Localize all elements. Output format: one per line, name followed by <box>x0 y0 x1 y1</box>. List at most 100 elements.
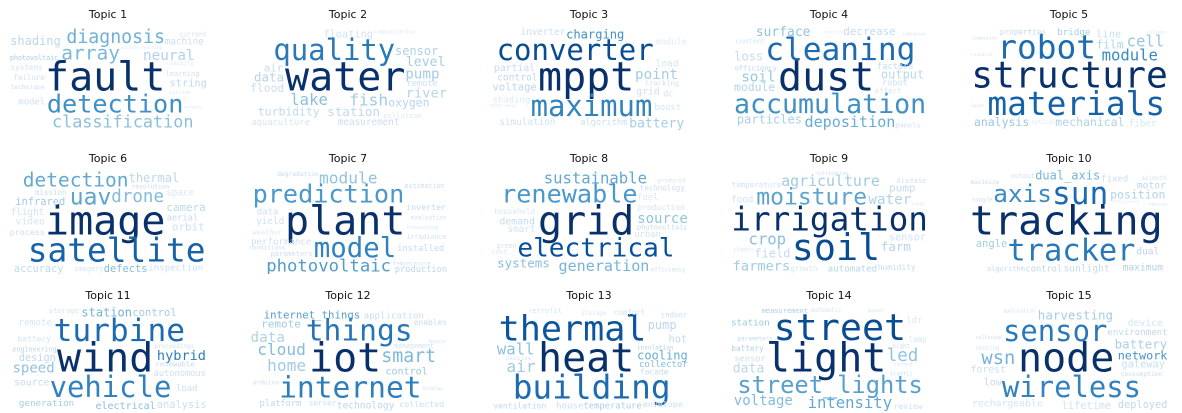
word-application: application <box>364 311 424 321</box>
word-review: review <box>894 402 923 411</box>
word-iot: iot <box>309 336 381 382</box>
word-cloud: node sensor wireless network wsn harvesting ba… <box>969 307 1169 411</box>
word-data: data <box>254 70 284 85</box>
word-smart: smart <box>381 346 436 367</box>
word-image: image <box>45 199 165 245</box>
word-simulation: simulation <box>499 117 555 128</box>
word-cell: cell <box>1127 33 1165 51</box>
word-shading: shading <box>10 34 61 48</box>
word-model: model <box>314 233 396 264</box>
word-photovoltaic: photovoltaic <box>637 223 688 231</box>
panel-title: Topic 8 <box>569 152 609 165</box>
word-technology: technology <box>640 184 686 193</box>
word-prediction: prediction <box>253 180 405 209</box>
word-temperature: temperature <box>732 181 782 190</box>
word-urban: urban <box>634 230 661 240</box>
word-technology: technology <box>337 401 395 411</box>
word-failure: failure <box>13 73 45 82</box>
word-communication: communication <box>373 30 415 36</box>
word-systems: systems <box>10 63 42 72</box>
topic-panel: Topic 3 mppt converter maximum charging point… <box>489 8 689 132</box>
word-azimuth: azimuth <box>1141 175 1167 182</box>
word-single: single <box>972 197 993 203</box>
word-rechargeable: rechargeable <box>972 398 1043 409</box>
word-converter: converter <box>497 33 654 67</box>
panel-title: Topic 3 <box>569 8 609 21</box>
word-fish: fish <box>349 90 388 109</box>
word-oxygen: oxygen <box>388 96 429 110</box>
word-mission: mission <box>35 188 67 197</box>
word-level: level <box>912 202 926 208</box>
word-deployed: deployed <box>1118 399 1168 411</box>
word-tracking: tracking <box>645 78 679 87</box>
topic-panel: Topic 12 iot things internet internet_things… <box>248 289 448 413</box>
word-irradiance: irradiance <box>407 233 447 241</box>
word-properties: properties <box>1000 27 1046 36</box>
word-process: process <box>10 227 45 237</box>
word-accuracy: accuracy <box>14 263 64 274</box>
word-inverter: inverter <box>406 202 446 212</box>
word-pollution: pollution <box>383 111 421 120</box>
word-charging: charging <box>566 27 624 41</box>
word-water: water <box>868 192 911 208</box>
word-data: data <box>257 208 278 218</box>
word-forecasting: forecasting <box>406 225 438 231</box>
word-voltage: voltage <box>168 90 191 96</box>
topic-panel: Topic 4 dust cleaning accumulation depositio… <box>729 8 929 132</box>
word-shading: shading <box>493 95 530 105</box>
word-deposition: deposition <box>805 113 896 130</box>
word-internet-things: internet_things <box>264 309 361 322</box>
word-optical: optical <box>1032 120 1056 126</box>
word-led: led <box>887 346 919 366</box>
word-production: production <box>395 265 447 274</box>
word-machine: machine <box>165 37 205 48</box>
word-axis: axis <box>993 179 1052 208</box>
word-renewable: renewable <box>155 359 195 368</box>
word-network: network <box>1118 348 1168 362</box>
word-measurement: measurement <box>762 307 808 315</box>
word-diagnosis: diagnosis <box>66 27 165 48</box>
word-infrared: infrared <box>15 196 65 208</box>
word-factors: factors <box>877 62 914 72</box>
word-analysis: analysis <box>157 399 207 411</box>
word-parameters: parameters <box>738 337 773 343</box>
word-wireless: wireless <box>1002 370 1141 404</box>
word-indoor: indoor <box>661 311 689 320</box>
word-consumption: consumption <box>1121 371 1163 378</box>
word-quality: quality <box>273 33 395 67</box>
word-enables: enables <box>414 318 447 327</box>
topic-panel: Topic 10 tracking sun tracker axis dual_axis p… <box>969 152 1169 276</box>
word-facade: facade <box>640 368 669 377</box>
word-engineering: engineering <box>12 346 56 354</box>
word-cloud: light street street_lights intensity voltage… <box>729 307 929 411</box>
word-sensor: sensor <box>889 231 926 243</box>
word-fixed: fixed <box>1101 174 1128 184</box>
word-things: things <box>306 313 413 347</box>
word-film: film <box>1096 38 1124 52</box>
word-classification: classification <box>52 112 193 131</box>
word-ventilation: ventilation <box>493 401 546 410</box>
word-effect: effect <box>875 87 902 96</box>
word-materials: materials <box>987 85 1165 123</box>
word-partial: partial <box>494 63 535 74</box>
word-air: air <box>264 61 284 74</box>
word-production: production <box>637 203 685 212</box>
word-detection: detection <box>23 170 129 192</box>
word-algorithm: algorithm <box>987 265 1025 273</box>
word-tracking: tracking <box>970 199 1163 245</box>
word-battery: battery <box>1115 336 1168 351</box>
word-traffic: traffic <box>890 372 912 378</box>
word-comfort: comfort <box>614 308 646 317</box>
word-output: output <box>881 67 924 81</box>
word-density: density <box>824 29 843 35</box>
word-field: field <box>754 246 790 260</box>
panel-title: Topic 10 <box>1046 152 1092 165</box>
word-soil: soil <box>741 70 775 86</box>
word-household: household <box>494 207 535 216</box>
word-conditions: conditions <box>249 245 286 252</box>
